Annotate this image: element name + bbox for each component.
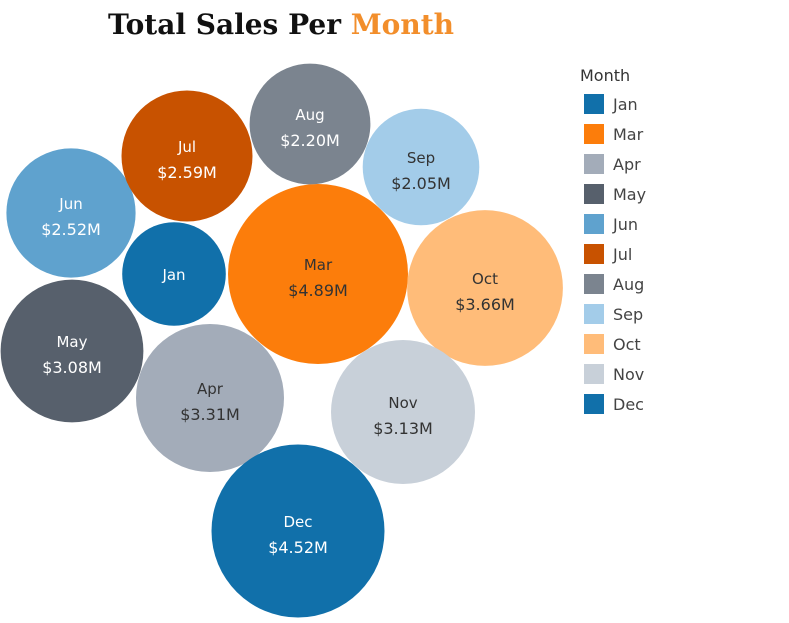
legend-item-apr[interactable]: Apr: [580, 149, 780, 179]
bubble-jan[interactable]: Jan: [122, 222, 226, 326]
legend-item-may[interactable]: May: [580, 179, 780, 209]
bubble-circle-mar[interactable]: [228, 184, 408, 364]
bubble-circle-jan[interactable]: [122, 222, 226, 326]
bubble-month-label: Mar: [304, 256, 333, 274]
legend-item-oct[interactable]: Oct: [580, 329, 780, 359]
bubble-jul[interactable]: Jul $2.59M: [121, 90, 253, 222]
bubble-value-label: $4.89M: [288, 281, 348, 300]
bubble-month-label: Sep: [407, 149, 435, 167]
bubble-value-label: $2.20M: [280, 131, 340, 150]
bubble-aug[interactable]: Aug $2.20M: [249, 63, 371, 185]
bubble-circle-aug[interactable]: [249, 63, 371, 185]
legend-swatch: [584, 394, 604, 414]
legend-item-mar[interactable]: Mar: [580, 119, 780, 149]
legend-swatch: [584, 244, 604, 264]
legend-item-nov[interactable]: Nov: [580, 359, 780, 389]
bubble-jun[interactable]: Jun $2.52M: [6, 148, 136, 278]
bubble-value-label: $2.52M: [41, 220, 101, 239]
legend-swatch: [584, 124, 604, 144]
legend-item-sep[interactable]: Sep: [580, 299, 780, 329]
bubble-mar[interactable]: Mar $4.89M: [228, 184, 408, 364]
legend-swatch: [584, 334, 604, 354]
bubble-chart: JanMar$4.89MApr$3.31MMay$3.08MJun$2.52MJ…: [0, 63, 563, 618]
bubble-value-label: $4.52M: [268, 538, 328, 557]
bubble-value-label: $3.66M: [455, 295, 515, 314]
legend: Month Jan Mar Apr May Jun Jul Aug Sep Oct Nov Dec: [580, 66, 780, 419]
chart-title: Total Sales Per Month: [0, 8, 562, 41]
bubble-circle-dec[interactable]: [211, 444, 385, 618]
bubble-circle-apr[interactable]: [136, 324, 284, 472]
legend-swatch: [584, 154, 604, 174]
legend-label: Nov: [613, 364, 645, 384]
bubble-month-label: Jul: [177, 138, 196, 156]
legend-label: May: [613, 184, 647, 204]
bubble-oct[interactable]: Oct $3.66M: [407, 210, 563, 366]
legend-swatch: [584, 274, 604, 294]
legend-swatch: [584, 94, 604, 114]
legend-title: Month: [580, 66, 631, 85]
bubble-circle-sep[interactable]: [362, 108, 480, 226]
legend-swatch: [584, 184, 604, 204]
bubble-circle-jun[interactable]: [6, 148, 136, 278]
legend-swatch: [584, 304, 604, 324]
bubble-value-label: $2.59M: [157, 163, 217, 182]
legend-label: Dec: [613, 394, 644, 414]
bubble-dec[interactable]: Dec $4.52M: [211, 444, 385, 618]
bubble-month-label: Jun: [58, 195, 82, 213]
chart-title-prefix: Total Sales Per: [107, 8, 351, 41]
bubble-circle-jul[interactable]: [121, 90, 253, 222]
bubble-circle-oct[interactable]: [407, 210, 563, 366]
bubble-value-label: $2.05M: [391, 174, 451, 193]
legend-label: Apr: [613, 154, 641, 174]
legend-label: Sep: [613, 304, 644, 324]
bubble-month-label: Dec: [283, 513, 312, 531]
legend-swatch: [584, 364, 604, 384]
bubble-may[interactable]: May $3.08M: [0, 279, 144, 423]
bubble-month-label: May: [56, 333, 87, 351]
legend-item-dec[interactable]: Dec: [580, 389, 780, 419]
bubble-month-label: Apr: [197, 380, 224, 398]
bubble-circle-nov[interactable]: [331, 340, 475, 484]
bubble-month-label: Jan: [161, 266, 185, 284]
legend-item-jun[interactable]: Jun: [580, 209, 780, 239]
legend-label: Jul: [613, 244, 633, 264]
legend-label: Mar: [613, 124, 644, 144]
bubble-nov[interactable]: Nov $3.13M: [331, 340, 475, 484]
bubble-value-label: $3.13M: [373, 419, 433, 438]
bubble-month-label: Oct: [472, 270, 498, 288]
bubble-circle-may[interactable]: [0, 279, 144, 423]
legend-item-jul[interactable]: Jul: [580, 239, 780, 269]
bubble-value-label: $3.08M: [42, 358, 102, 377]
legend-label: Jun: [613, 214, 638, 234]
legend-label: Oct: [613, 334, 641, 354]
legend-label: Jan: [613, 94, 638, 114]
bubble-month-label: Aug: [295, 106, 324, 124]
legend-item-jan[interactable]: Jan: [580, 89, 780, 119]
legend-item-aug[interactable]: Aug: [580, 269, 780, 299]
bubble-value-label: $3.31M: [180, 405, 240, 424]
bubble-apr[interactable]: Apr $3.31M: [136, 324, 284, 472]
legend-items: Jan Mar Apr May Jun Jul Aug Sep Oct Nov Dec: [580, 89, 780, 419]
bubble-sep[interactable]: Sep $2.05M: [362, 108, 480, 226]
legend-swatch: [584, 214, 604, 234]
bubble-month-label: Nov: [388, 394, 417, 412]
chart-title-accent: Month: [350, 8, 455, 41]
legend-label: Aug: [613, 274, 645, 294]
